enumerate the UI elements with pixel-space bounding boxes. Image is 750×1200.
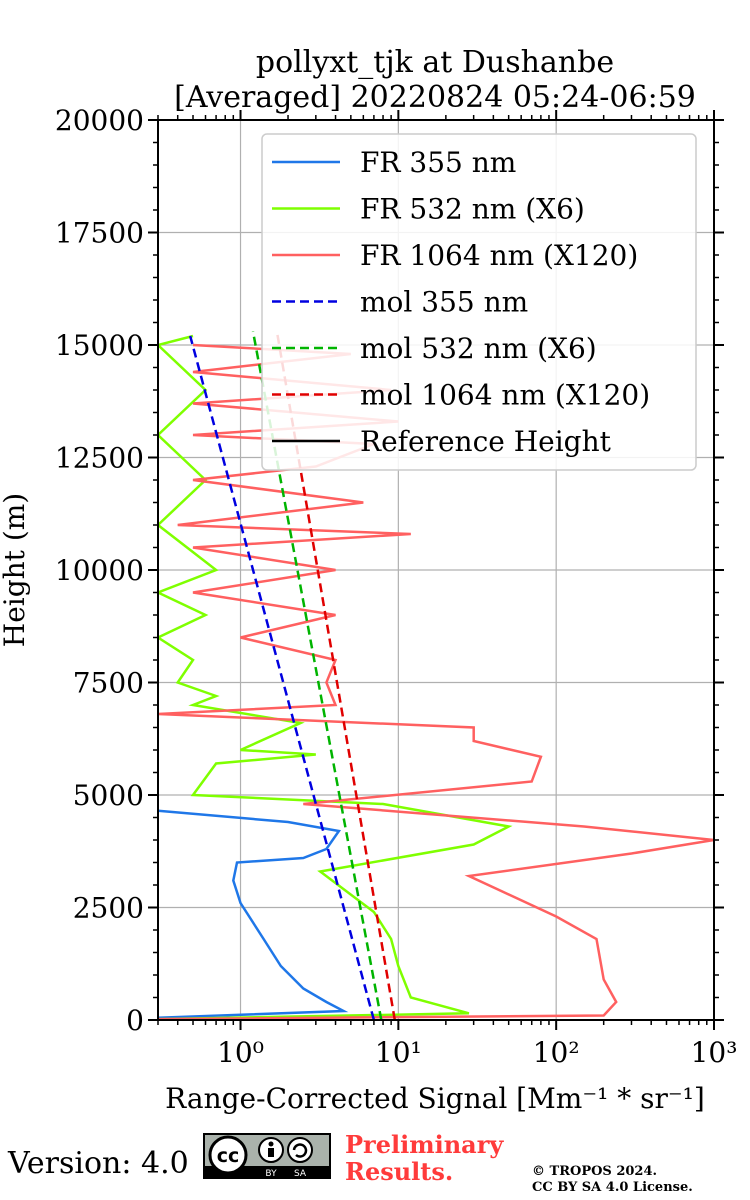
y-tick-label: 0 — [126, 1004, 144, 1037]
y-axis-label: Height (m) — [0, 493, 31, 647]
legend-label-3: mol 355 nm — [360, 286, 528, 319]
sa-icon — [287, 1137, 313, 1163]
copyright-note: © TROPOS 2024. CC BY SA 4.0 License. — [532, 1164, 693, 1195]
y-tick-label: 7500 — [73, 667, 144, 700]
x-axis-label: Range-Corrected Signal [Mm⁻¹ * sr⁻¹] — [165, 1082, 705, 1115]
series-line-1 — [158, 334, 513, 1020]
legend-label-1: FR 532 nm (X6) — [360, 193, 585, 226]
svg-text:BY: BY — [265, 1169, 277, 1179]
x-tick-label: 10³ — [691, 1036, 738, 1069]
chart: pollyxt_tjk at Dushanbe [Averaged] 20220… — [0, 45, 738, 1115]
legend-label-2: FR 1064 nm (X120) — [360, 239, 638, 272]
version-text: Version: 4.0 — [8, 1146, 189, 1181]
chart-subtitle: [Averaged] 20220824 05:24-06:59 — [174, 80, 696, 115]
x-tick-label: 10⁰ — [217, 1036, 264, 1069]
series-line-4 — [251, 331, 383, 1020]
y-tick-label: 17500 — [55, 217, 144, 250]
y-tick-label: 10000 — [55, 554, 144, 587]
cc-icon: cc — [217, 1145, 240, 1167]
chart-title: pollyxt_tjk at Dushanbe — [256, 45, 614, 80]
series-line-3 — [188, 335, 376, 1020]
svg-text:SA: SA — [294, 1169, 307, 1179]
y-tick-label: 2500 — [73, 892, 144, 925]
legend: FR 355 nm FR 532 nm (X6) FR 1064 nm (X120)… — [261, 133, 697, 471]
y-tick-label: 20000 — [55, 104, 144, 137]
series-line-2 — [158, 343, 714, 1020]
legend-box — [261, 133, 697, 471]
preliminary-results-note: Preliminary Results. — [345, 1130, 504, 1186]
legend-label-5: mol 1064 nm (X120) — [360, 379, 650, 412]
x-tick-label: 10¹ — [375, 1036, 422, 1069]
y-tick-label: 5000 — [73, 779, 144, 812]
cc-license-logo: cc BY SA — [203, 1133, 331, 1179]
y-tick-label: 12500 — [55, 442, 144, 475]
x-tick-label: 10² — [533, 1036, 580, 1069]
legend-label-6: Reference Height — [360, 425, 612, 458]
legend-label-4: mol 532 nm (X6) — [360, 332, 597, 365]
series-line-0 — [158, 809, 349, 1020]
axes: 0 2500 5000 7500 10000 12500 15000 17500 20000 10… — [55, 104, 738, 1069]
y-tick-label: 15000 — [55, 329, 144, 362]
legend-label-0: FR 355 nm — [360, 146, 516, 179]
